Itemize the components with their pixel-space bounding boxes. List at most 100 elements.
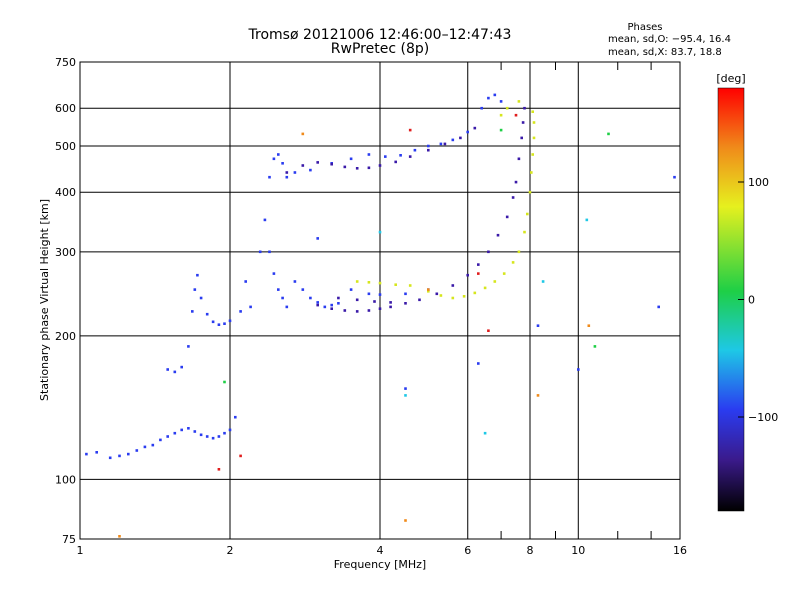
data-point <box>316 161 319 164</box>
x-tick-label: 8 <box>527 544 534 557</box>
data-point <box>205 435 209 438</box>
x-tick-label: 1 <box>77 544 84 557</box>
data-point <box>493 93 497 97</box>
data-point <box>530 171 533 174</box>
data-point <box>532 121 536 124</box>
data-point <box>196 273 199 277</box>
data-point <box>343 309 347 312</box>
data-point <box>349 157 353 161</box>
data-point <box>239 454 242 458</box>
data-point <box>466 130 469 134</box>
data-point <box>502 272 506 275</box>
data-point <box>272 272 276 275</box>
data-point <box>301 164 305 167</box>
data-point <box>211 320 215 324</box>
data-point <box>316 301 319 304</box>
data-point <box>607 132 610 136</box>
data-point <box>239 310 242 313</box>
data-point <box>228 319 232 323</box>
y-axis-label: Stationary phase Virtual Height [km] <box>38 199 51 401</box>
data-point <box>394 283 397 286</box>
data-point <box>301 132 305 136</box>
data-point <box>108 456 112 460</box>
data-point <box>223 380 226 384</box>
data-point <box>330 162 333 166</box>
data-point <box>394 160 397 164</box>
data-point <box>413 148 417 152</box>
data-point <box>330 303 333 307</box>
colorbar-tick-label: 0 <box>748 294 755 307</box>
data-point <box>523 106 526 110</box>
data-point <box>187 345 190 348</box>
data-point <box>285 171 289 174</box>
data-point <box>499 113 503 117</box>
data-point <box>355 298 359 302</box>
data-point <box>118 535 121 538</box>
x-tick-label: 4 <box>377 544 384 557</box>
data-point <box>439 294 443 297</box>
data-point <box>349 288 353 291</box>
data-point <box>281 162 284 165</box>
data-point <box>541 280 545 283</box>
data-point <box>427 148 430 152</box>
data-point <box>427 144 430 148</box>
axis-ticks <box>500 62 652 539</box>
data-point <box>355 280 359 283</box>
data-point <box>418 298 421 302</box>
phase-heading: Phases <box>627 22 662 33</box>
data-point <box>217 435 221 438</box>
data-point <box>487 250 490 254</box>
data-point <box>477 272 480 275</box>
data-point <box>367 309 371 312</box>
data-point <box>217 468 221 471</box>
data-point <box>217 323 221 326</box>
data-point <box>293 171 297 174</box>
data-point <box>511 261 515 264</box>
data-point <box>384 155 387 158</box>
data-point <box>205 312 209 316</box>
data-point <box>272 157 276 161</box>
y-tick-label: 75 <box>62 533 76 546</box>
data-point <box>285 305 289 309</box>
data-point <box>277 153 280 156</box>
y-tick-label: 400 <box>55 186 76 199</box>
data-point <box>487 329 490 332</box>
data-point <box>389 301 392 304</box>
data-point <box>378 230 382 234</box>
data-point <box>587 324 591 327</box>
data-point <box>451 296 455 300</box>
y-tick-label: 300 <box>55 246 76 259</box>
data-point <box>585 218 589 222</box>
y-tick-label: 100 <box>55 473 76 486</box>
grid-lines <box>80 62 680 539</box>
data-point <box>514 180 518 184</box>
data-point <box>249 305 252 309</box>
data-point <box>499 100 503 103</box>
data-point <box>143 445 147 449</box>
data-point <box>355 310 359 313</box>
data-point <box>505 106 509 110</box>
data-point <box>480 106 483 110</box>
data-point <box>151 443 155 447</box>
data-point <box>378 164 382 167</box>
data-point <box>193 430 197 433</box>
data-point <box>532 136 536 140</box>
y-tick-label: 500 <box>55 140 76 153</box>
data-point <box>528 190 532 194</box>
data-point <box>166 435 169 438</box>
data-point <box>473 126 477 130</box>
data-point <box>536 394 540 397</box>
data-point <box>399 154 402 157</box>
x-tick-label: 10 <box>571 544 585 557</box>
data-point <box>367 153 371 156</box>
data-point <box>523 230 526 234</box>
phase-line-x: mean, sd,X: 83.7, 18.8 <box>608 47 722 58</box>
data-point <box>301 288 305 291</box>
data-point <box>367 292 371 296</box>
data-point <box>309 168 312 172</box>
data-point <box>367 166 371 170</box>
data-point <box>323 305 327 309</box>
data-point <box>404 387 407 390</box>
data-point <box>187 427 190 430</box>
